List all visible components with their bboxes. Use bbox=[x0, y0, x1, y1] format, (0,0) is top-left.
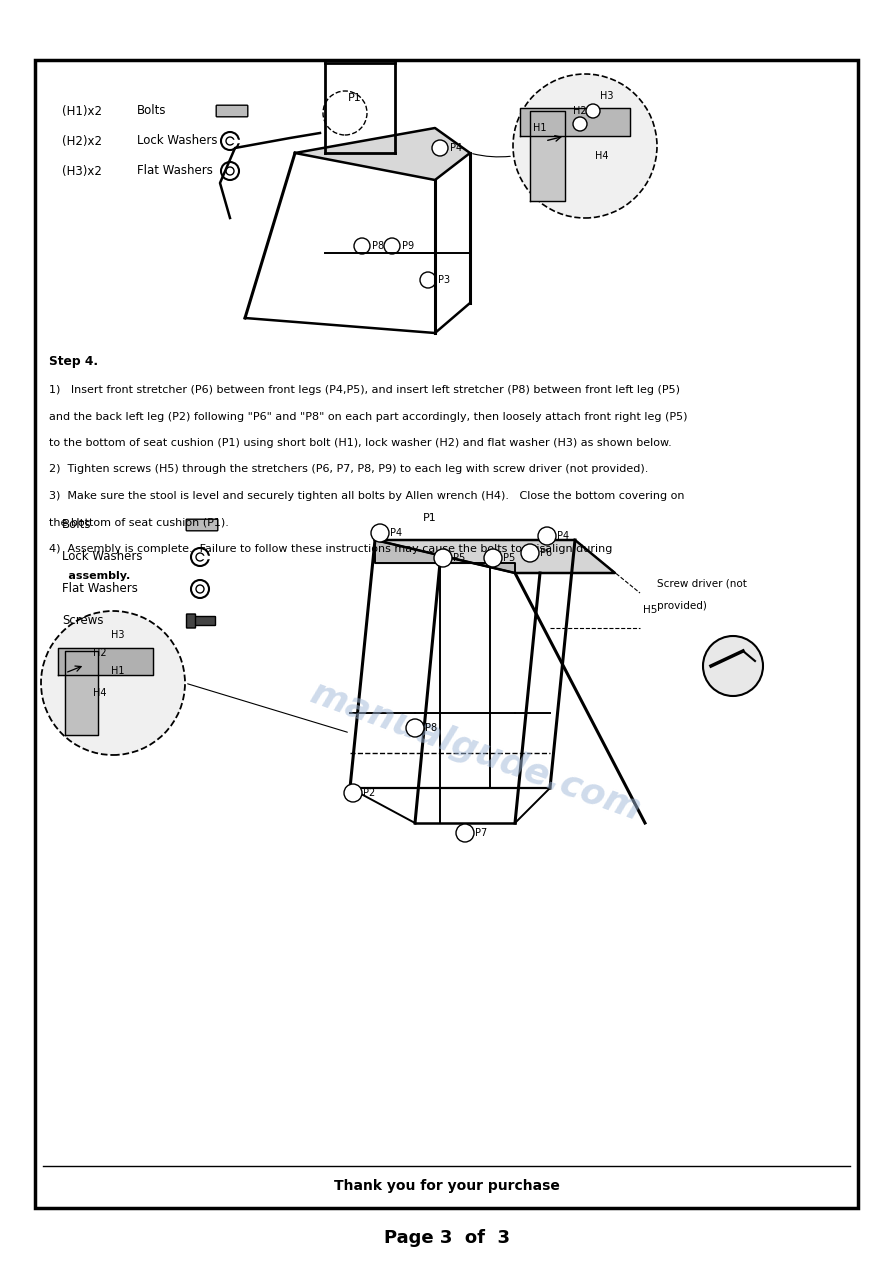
Text: P6: P6 bbox=[540, 548, 552, 558]
Text: provided): provided) bbox=[657, 601, 707, 611]
Text: P9: P9 bbox=[402, 241, 414, 251]
Text: P1: P1 bbox=[423, 513, 437, 523]
Text: P5: P5 bbox=[503, 553, 515, 563]
Text: P2: P2 bbox=[363, 788, 375, 798]
Text: P4: P4 bbox=[450, 143, 462, 153]
Circle shape bbox=[420, 272, 436, 288]
Circle shape bbox=[406, 719, 424, 738]
Text: Flat Washers: Flat Washers bbox=[62, 582, 138, 595]
Circle shape bbox=[344, 784, 362, 802]
Text: Lock Washers: Lock Washers bbox=[137, 134, 218, 148]
Circle shape bbox=[703, 637, 763, 696]
Circle shape bbox=[384, 237, 400, 254]
Text: Page 3  of  3: Page 3 of 3 bbox=[383, 1229, 510, 1247]
Circle shape bbox=[456, 823, 474, 842]
Circle shape bbox=[586, 104, 600, 117]
Text: Flat Washers: Flat Washers bbox=[137, 164, 213, 178]
Circle shape bbox=[538, 527, 556, 546]
Text: Screw driver (not: Screw driver (not bbox=[657, 578, 747, 589]
Text: 1)   Insert front stretcher (P6) between front legs (P4,P5), and insert left str: 1) Insert front stretcher (P6) between f… bbox=[49, 385, 680, 395]
Text: (H1)x2: (H1)x2 bbox=[62, 105, 102, 117]
Circle shape bbox=[434, 549, 452, 567]
FancyBboxPatch shape bbox=[193, 616, 215, 625]
FancyBboxPatch shape bbox=[216, 105, 247, 116]
Text: H1: H1 bbox=[533, 123, 547, 133]
Circle shape bbox=[521, 544, 539, 562]
Text: H2: H2 bbox=[573, 106, 587, 116]
Circle shape bbox=[432, 140, 448, 157]
FancyBboxPatch shape bbox=[187, 614, 196, 628]
Polygon shape bbox=[65, 650, 98, 735]
Text: the bottom of seat cushion (P1).: the bottom of seat cushion (P1). bbox=[49, 518, 229, 528]
Text: Lock Washers: Lock Washers bbox=[62, 551, 143, 563]
Text: Thank you for your purchase: Thank you for your purchase bbox=[334, 1178, 559, 1194]
Polygon shape bbox=[375, 541, 515, 573]
Text: to the bottom of seat cushion (P1) using short bolt (H1), lock washer (H2) and f: to the bottom of seat cushion (P1) using… bbox=[49, 438, 672, 448]
Circle shape bbox=[513, 75, 657, 218]
Text: P1: P1 bbox=[348, 93, 362, 104]
Circle shape bbox=[371, 524, 389, 542]
Text: P4: P4 bbox=[390, 528, 402, 538]
Text: 2)  Tighten screws (H5) through the stretchers (P6, P7, P8, P9) to each leg with: 2) Tighten screws (H5) through the stret… bbox=[49, 465, 648, 475]
Circle shape bbox=[354, 237, 370, 254]
Text: Bolts: Bolts bbox=[62, 519, 91, 532]
Text: P5: P5 bbox=[453, 553, 465, 563]
Text: 3)  Make sure the stool is level and securely tighten all bolts by Allen wrench : 3) Make sure the stool is level and secu… bbox=[49, 491, 685, 501]
Text: assembly.: assembly. bbox=[49, 571, 130, 581]
Polygon shape bbox=[58, 648, 153, 674]
Text: H5: H5 bbox=[643, 605, 657, 615]
Text: Bolts: Bolts bbox=[137, 105, 166, 117]
Circle shape bbox=[484, 549, 502, 567]
Polygon shape bbox=[520, 109, 630, 136]
Text: (H2)x2: (H2)x2 bbox=[62, 134, 102, 148]
Text: H4: H4 bbox=[93, 688, 106, 698]
Text: (H3)x2: (H3)x2 bbox=[62, 164, 102, 178]
Text: P4: P4 bbox=[557, 530, 569, 541]
Circle shape bbox=[41, 611, 185, 755]
Text: H2: H2 bbox=[93, 648, 106, 658]
Text: Step 4.: Step 4. bbox=[49, 355, 98, 368]
Text: 4)  Assembly is complete.  Failure to follow these instructions may cause the bo: 4) Assembly is complete. Failure to foll… bbox=[49, 544, 613, 554]
Text: P3: P3 bbox=[438, 275, 450, 285]
Text: manualgude.com: manualgude.com bbox=[306, 676, 647, 827]
Text: Screws: Screws bbox=[62, 615, 104, 628]
Polygon shape bbox=[295, 128, 470, 181]
Text: H4: H4 bbox=[595, 152, 608, 160]
Text: P8: P8 bbox=[372, 241, 384, 251]
Text: H1: H1 bbox=[111, 666, 124, 676]
Circle shape bbox=[573, 117, 587, 131]
Text: H3: H3 bbox=[111, 630, 124, 640]
Text: P7: P7 bbox=[475, 829, 488, 837]
Polygon shape bbox=[375, 541, 615, 573]
FancyBboxPatch shape bbox=[187, 519, 218, 530]
Polygon shape bbox=[530, 111, 565, 201]
Text: P8: P8 bbox=[425, 722, 438, 733]
Text: H3: H3 bbox=[600, 91, 613, 101]
Text: and the back left leg (P2) following "P6" and "P8" on each part accordingly, the: and the back left leg (P2) following "P6… bbox=[49, 412, 688, 422]
